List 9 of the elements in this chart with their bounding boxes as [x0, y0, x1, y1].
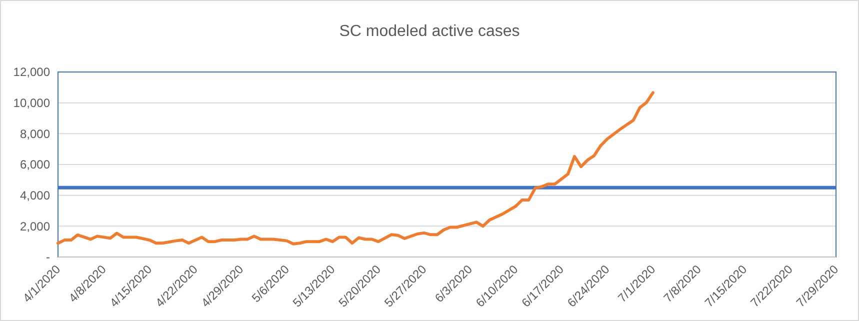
chart-title: SC modeled active cases [339, 23, 520, 40]
y-tick-label: 2,000 [20, 219, 50, 234]
y-tick-label: 4,000 [20, 188, 50, 203]
y-tick-label: 12,000 [13, 65, 50, 80]
y-tick-label: 10,000 [13, 96, 50, 110]
y-tick-label: 6,000 [20, 158, 50, 172]
y-tick-label: 8,000 [20, 126, 50, 141]
y-tick-label: - [46, 250, 50, 264]
line-series [56, 91, 654, 246]
